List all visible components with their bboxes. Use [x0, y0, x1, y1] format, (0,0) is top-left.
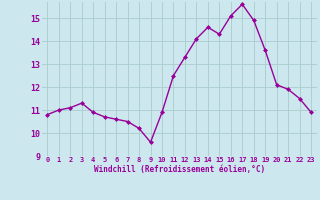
X-axis label: Windchill (Refroidissement éolien,°C): Windchill (Refroidissement éolien,°C)	[94, 165, 265, 174]
